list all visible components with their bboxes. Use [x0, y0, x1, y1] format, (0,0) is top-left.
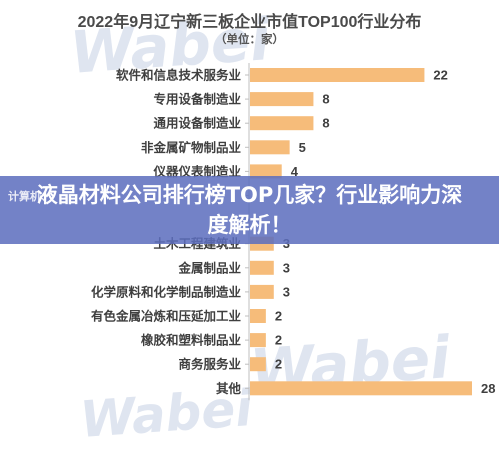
- side-label: 计算机、: [8, 191, 52, 203]
- category-label: 其他: [216, 381, 242, 396]
- bar: [250, 140, 290, 155]
- bar-value-label: 3: [283, 284, 290, 299]
- category-label: 化学原料和化学制品制造业: [91, 284, 242, 299]
- bar: [250, 92, 314, 107]
- category-label: 通用设备制造业: [153, 116, 241, 131]
- headline-text[interactable]: 液晶材料公司排行榜TOP几家？行业影响力深度解析！: [36, 183, 463, 237]
- bar-value-label: 4: [291, 164, 299, 179]
- bar: [250, 309, 266, 323]
- chart-title: 2022年9月辽宁新三板企业市值TOP100行业分布: [77, 14, 422, 31]
- category-label: 专用设备制造业: [153, 92, 241, 107]
- category-label: 有色金属冶炼和压延加工业: [91, 309, 242, 324]
- bar-value-label: 5: [299, 140, 306, 155]
- bar: [250, 164, 282, 179]
- bar-value-label: 8: [322, 92, 329, 107]
- bar-value-label: 2: [275, 333, 282, 348]
- bar-value-label: 28: [481, 381, 495, 396]
- bar-value-label: 8: [322, 116, 329, 131]
- bar: [250, 284, 274, 299]
- bar: [250, 116, 314, 131]
- category-label: 仪器仪表制造业: [152, 164, 241, 179]
- bar: [250, 333, 266, 348]
- chart-subtitle: （单位：家）: [215, 34, 284, 46]
- bar: [250, 381, 472, 396]
- category-label: 非金属矿物制品业: [141, 140, 242, 155]
- bar: [250, 68, 425, 82]
- bar-value-label: 22: [433, 68, 447, 83]
- bar: [250, 260, 274, 275]
- bar-value-label: 2: [275, 309, 282, 324]
- category-label: 金属制品业: [177, 260, 241, 275]
- headline-banner[interactable]: 液晶材料公司排行榜TOP几家？行业影响力深度解析！: [0, 176, 499, 244]
- category-label: 商务服务业: [178, 357, 241, 372]
- bar: [250, 357, 266, 372]
- bar-value-label: 2: [275, 357, 282, 372]
- category-label: 软件和信息技术服务业: [116, 68, 242, 83]
- bar-value-label: 3: [283, 260, 290, 275]
- category-label: 橡胶和塑料制品业: [141, 333, 242, 348]
